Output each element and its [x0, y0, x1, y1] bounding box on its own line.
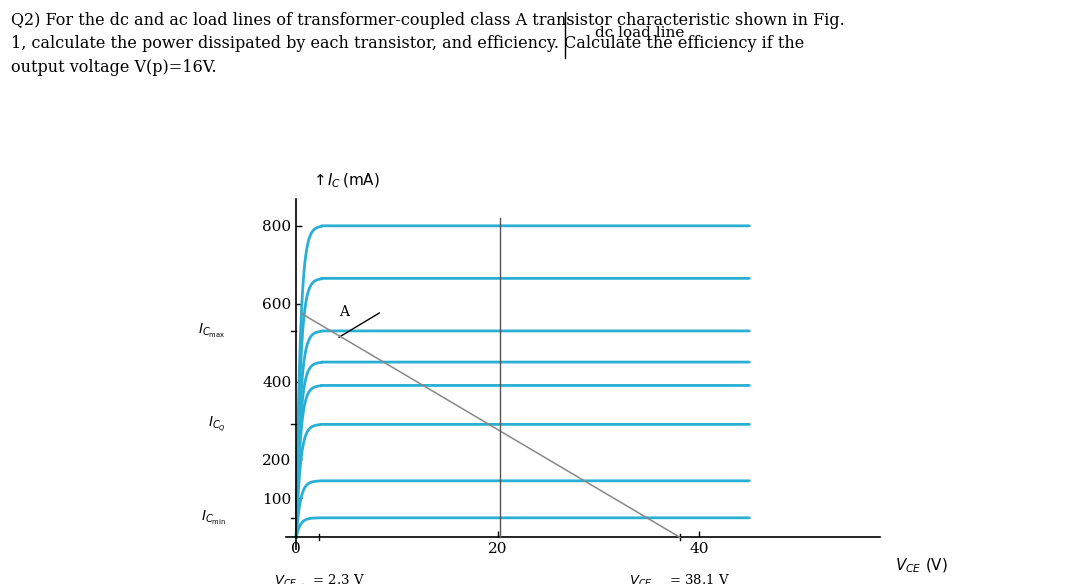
Text: $\uparrow\! I_C\,\mathrm{(mA)}$: $\uparrow\! I_C\,\mathrm{(mA)}$	[311, 172, 380, 190]
Text: $V_{CE_{\mathrm{min}}}$ = 2.3 V: $V_{CE_{\mathrm{min}}}$ = 2.3 V	[274, 572, 365, 584]
Text: $V_{CE}\ \mathrm{(V)}$: $V_{CE}\ \mathrm{(V)}$	[895, 557, 948, 575]
Text: A: A	[339, 305, 350, 319]
Text: dc load line: dc load line	[595, 26, 685, 40]
Text: $I_{C_{\mathrm{max}}}$: $I_{C_{\mathrm{max}}}$	[199, 322, 226, 340]
Text: $I_{C_Q}$: $I_{C_Q}$	[207, 415, 226, 434]
Text: $I_{C_{\mathrm{min}}}$: $I_{C_{\mathrm{min}}}$	[201, 509, 226, 527]
Text: Q2) For the dc and ac load lines of transformer-coupled class A transistor chara: Q2) For the dc and ac load lines of tran…	[11, 12, 845, 76]
Text: $V_{CE_{\mathrm{max}}}$ = 38.1 V: $V_{CE_{\mathrm{max}}}$ = 38.1 V	[630, 572, 730, 584]
